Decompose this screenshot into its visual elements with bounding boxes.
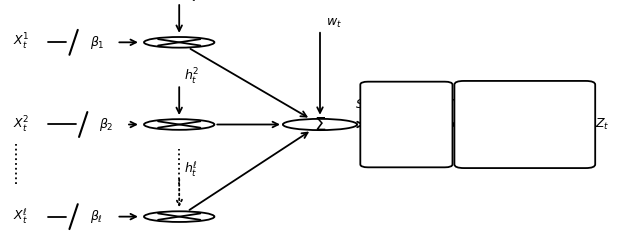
Text: $X_t^1$: $X_t^1$ [13, 32, 29, 52]
Text: $\beta_1$: $\beta_1$ [90, 34, 104, 51]
Text: $Z_t$: $Z_t$ [595, 117, 610, 132]
Text: $\Sigma$: $\Sigma$ [314, 116, 326, 133]
Text: $h_t^2$: $h_t^2$ [184, 67, 200, 87]
Text: Thresholding: Thresholding [486, 118, 564, 131]
FancyBboxPatch shape [454, 81, 595, 168]
Text: Envelope: Envelope [379, 107, 434, 120]
Text: detector: detector [381, 129, 431, 142]
Text: $X_t^2$: $X_t^2$ [13, 115, 29, 134]
Text: $\beta_\ell$: $\beta_\ell$ [90, 208, 102, 225]
FancyBboxPatch shape [360, 82, 452, 167]
Text: $h_t^1$: $h_t^1$ [184, 0, 200, 5]
Text: $\beta_2$: $\beta_2$ [99, 116, 114, 133]
Text: $w_t$: $w_t$ [326, 17, 342, 30]
Text: $h_t^\ell$: $h_t^\ell$ [184, 160, 198, 179]
Text: $Y_t$: $Y_t$ [451, 98, 465, 113]
Text: $X_t^\ell$: $X_t^\ell$ [13, 207, 28, 226]
Text: $S_t$: $S_t$ [355, 98, 369, 113]
